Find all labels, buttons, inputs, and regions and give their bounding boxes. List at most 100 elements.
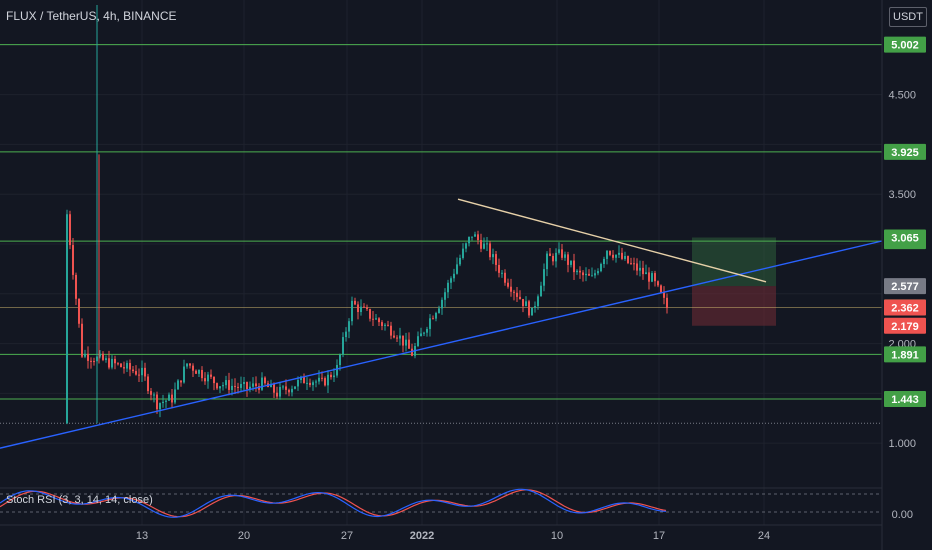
candle-body (363, 306, 365, 308)
candle-body (327, 374, 329, 386)
candle-body (147, 376, 149, 392)
candle-body (585, 273, 587, 276)
candle-body (114, 358, 116, 364)
candle-body (606, 250, 608, 259)
candle-body (633, 263, 635, 265)
candle-body (150, 391, 152, 395)
candle-body (120, 363, 122, 368)
candle-body (291, 388, 293, 393)
stoch-rsi-pane[interactable]: 0.00 (0, 487, 913, 521)
candle-body (450, 278, 452, 283)
candle-body (294, 386, 296, 389)
candle-body (165, 400, 167, 402)
price-tag: 3.065 (891, 233, 919, 245)
candle-body (204, 378, 206, 382)
candle-body (561, 249, 563, 258)
candle-body (213, 376, 215, 384)
candle-body (546, 253, 548, 270)
candle-body (351, 300, 353, 322)
candle-body (300, 376, 302, 381)
time-tick: 10 (551, 530, 563, 542)
candle-body (264, 377, 266, 384)
axis-bg (882, 0, 932, 550)
candle-body (588, 273, 590, 276)
candle-body (453, 273, 455, 279)
candle-body (231, 385, 233, 390)
candle-body (495, 254, 497, 265)
candle-body (402, 335, 404, 346)
candle-body (375, 318, 377, 320)
time-axis[interactable]: 13 20 27 2022 10 17 24 (0, 524, 882, 542)
candle-body (399, 335, 401, 339)
candle-body (159, 403, 161, 410)
candle-body (207, 374, 209, 382)
candle-body (492, 254, 494, 258)
candle-body (648, 272, 650, 282)
candle-body (621, 252, 623, 259)
candle-body (468, 236, 470, 244)
candle-body (456, 264, 458, 274)
candle-body (627, 256, 629, 264)
candle-body (180, 380, 182, 383)
candle-body (570, 260, 572, 265)
chart-grid (0, 0, 882, 525)
candle-body (420, 333, 422, 337)
candle-body (564, 254, 566, 258)
price-tag-bg (884, 317, 926, 334)
candle-body (333, 375, 335, 378)
candle-body (228, 380, 230, 390)
candle-body (192, 365, 194, 371)
candle-body (81, 323, 83, 357)
candle-body (336, 365, 338, 376)
candle-body (534, 306, 536, 308)
candle-body (504, 272, 506, 283)
candle-body (372, 318, 374, 320)
candle-body (444, 292, 446, 300)
candle-body (489, 243, 491, 258)
price-tag-bg (884, 299, 926, 316)
candle-body (279, 387, 281, 397)
candle-body (579, 270, 581, 273)
level-price-tag-bg (884, 143, 926, 160)
candle-body (321, 377, 323, 379)
candle-body (459, 257, 461, 265)
candle-body (429, 318, 431, 329)
candle-body (132, 369, 134, 372)
candle-body (555, 252, 557, 262)
candle-body (168, 394, 170, 401)
support-trendline[interactable] (0, 240, 883, 449)
candle-body (474, 234, 476, 237)
candle-body (240, 383, 242, 388)
candle-body (243, 382, 245, 384)
candles (66, 4, 668, 425)
candle-body (426, 328, 428, 333)
candle-body (573, 260, 575, 273)
candle-body (66, 214, 68, 424)
candle-body (297, 380, 299, 387)
candle-body (123, 367, 125, 369)
candle-body (462, 248, 464, 258)
stoch-rsi-label[interactable]: Stoch RSI (3, 3, 14, 14, close) (6, 494, 153, 506)
currency-button[interactable]: USDT (889, 7, 927, 27)
symbol-title[interactable]: FLUX / TetherUS, 4h, BINANCE (6, 9, 177, 23)
candle-body (339, 354, 341, 366)
candle-body (384, 324, 386, 326)
candle-body (483, 243, 485, 249)
candle-body (156, 394, 158, 410)
candle-body (345, 331, 347, 338)
candle-body (84, 353, 86, 357)
candle-body (177, 380, 179, 390)
horizontal-levels (0, 44, 882, 424)
candle-body (270, 383, 272, 388)
time-tick: 17 (653, 530, 665, 542)
candle-body (117, 363, 119, 365)
resistance-trendline[interactable] (457, 198, 767, 283)
candle-body (246, 382, 248, 390)
candle-body (636, 263, 638, 271)
candle-body (471, 236, 473, 238)
candle-body (357, 304, 359, 313)
candle-body (612, 254, 614, 258)
candle-body (654, 273, 656, 282)
